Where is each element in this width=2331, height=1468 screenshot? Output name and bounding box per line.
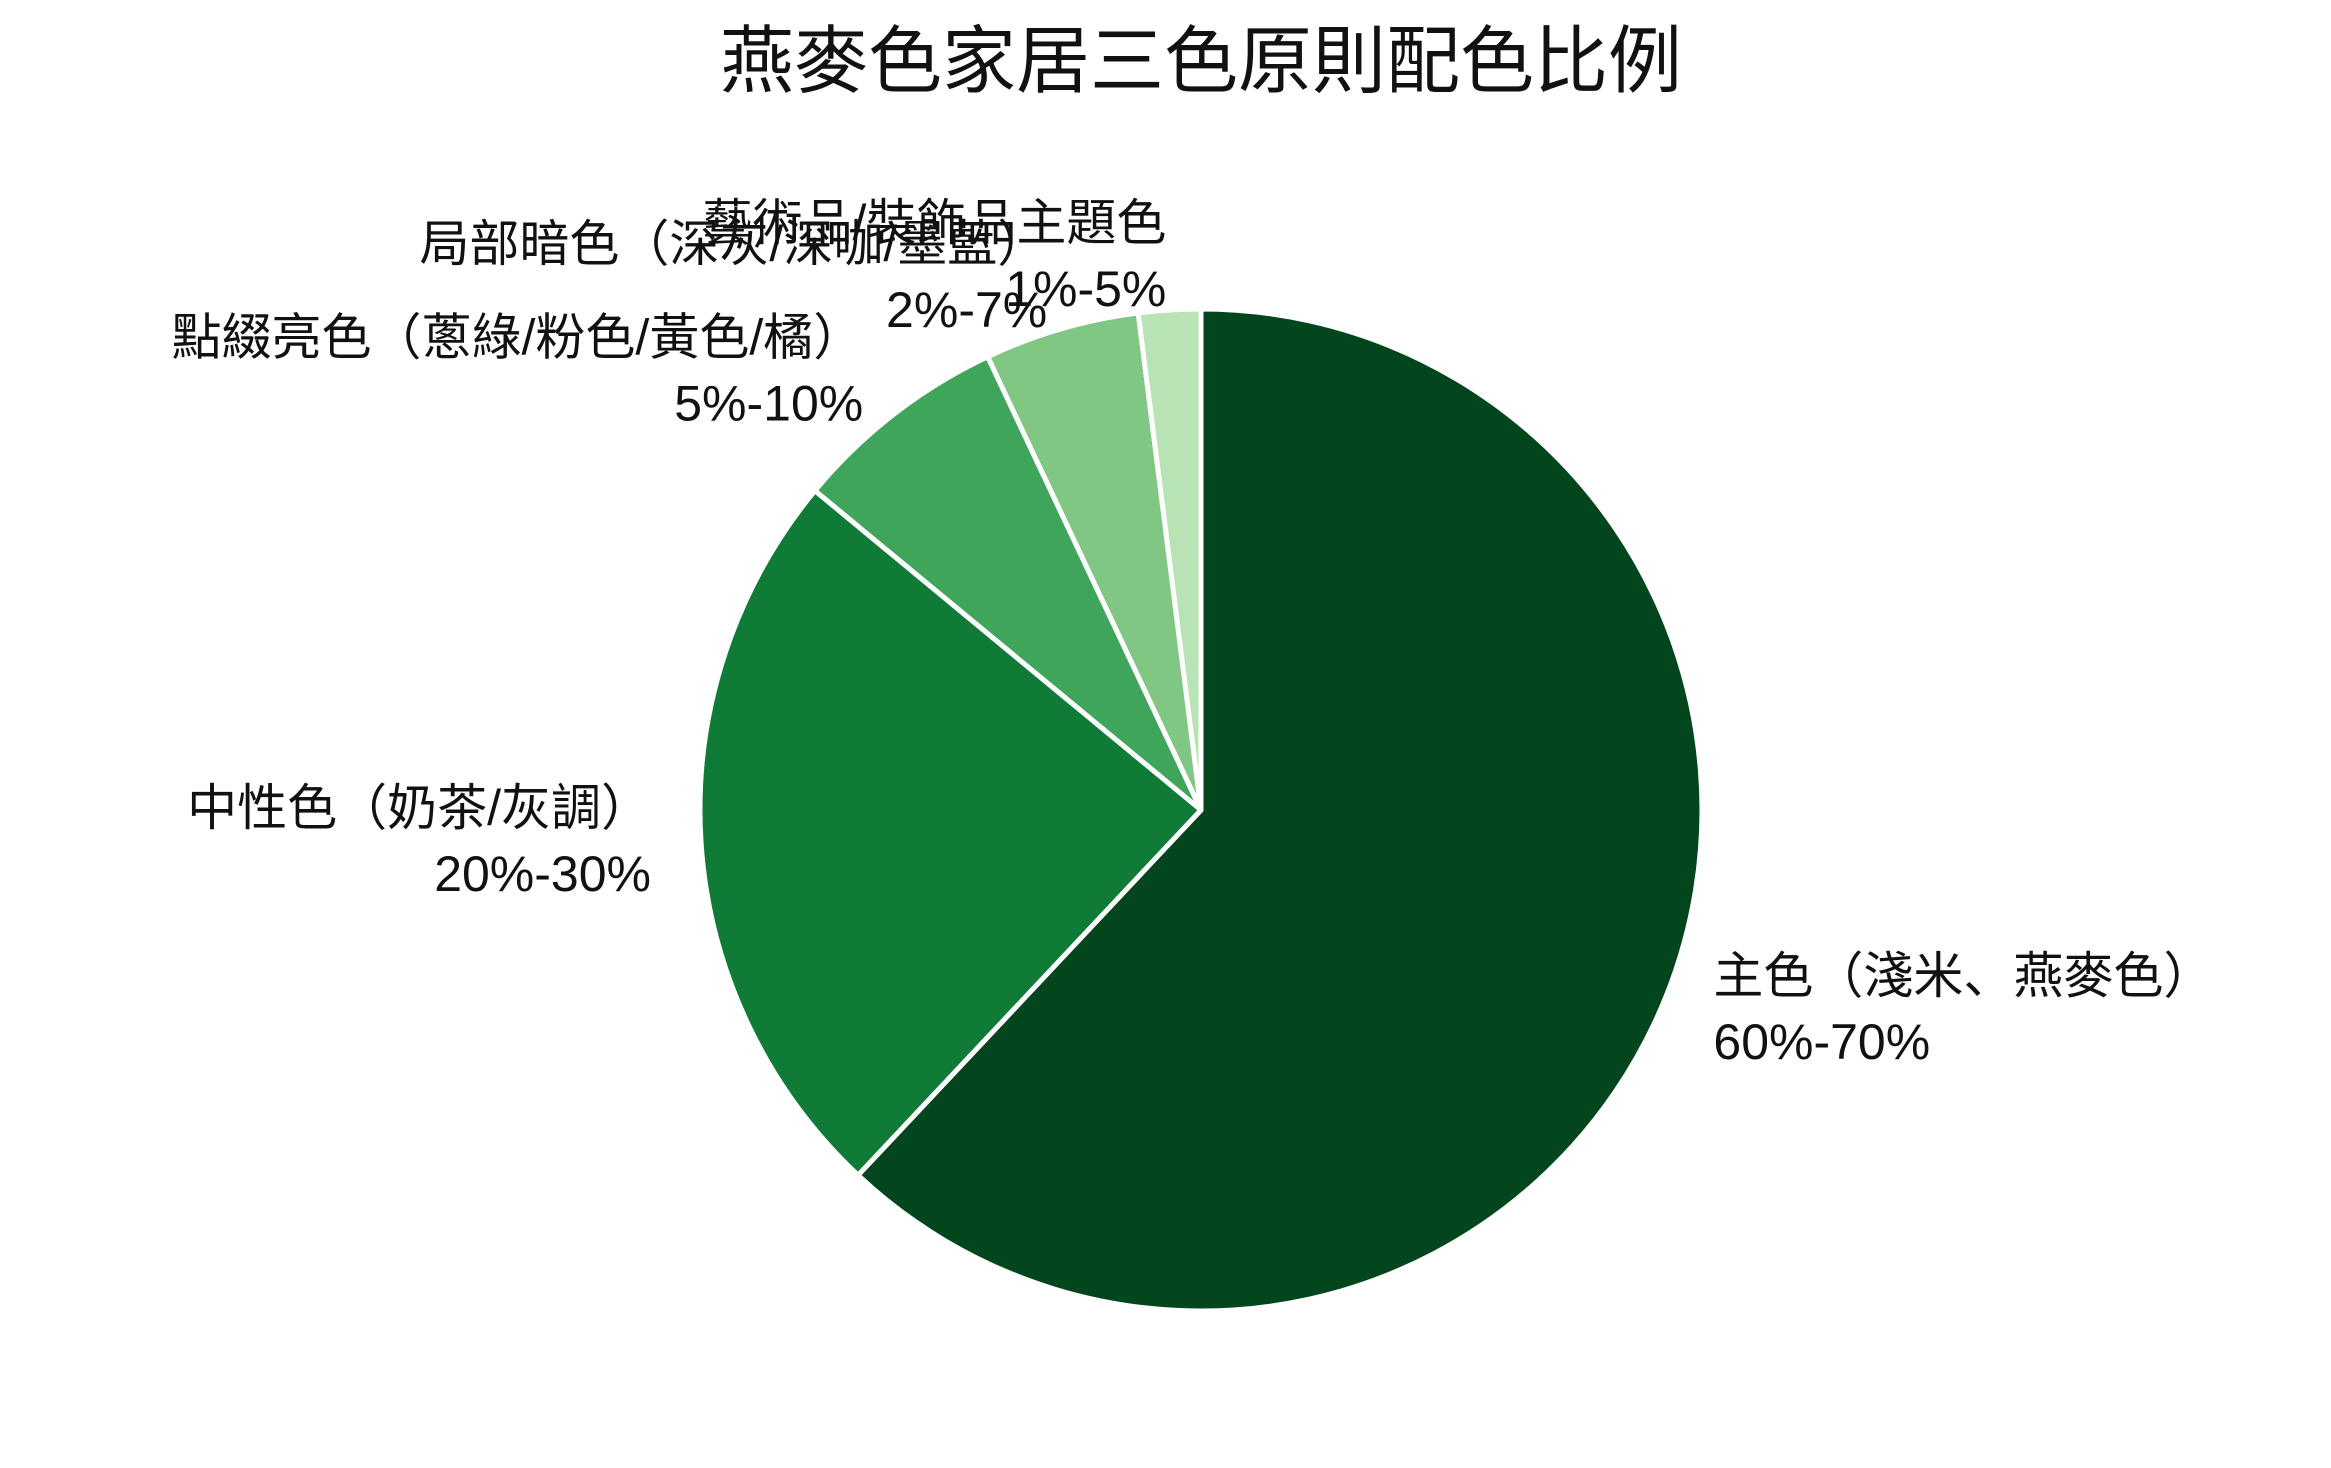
slice-label: 局部暗色（深灰/深咖/墨藍） <box>419 216 1047 272</box>
pie-slice <box>1135 306 1204 813</box>
slice-label: 主色（淺米、燕麥色） <box>1713 948 2213 1004</box>
chart-title: 燕麥色家居三色原則配色比例 <box>720 20 1682 103</box>
pie-slice <box>812 354 1204 813</box>
slice-label: 點綴亮色（蔥綠/粉色/黃色/橘） <box>172 310 864 366</box>
slice-range: 5%-10% <box>674 376 863 432</box>
pie-slice <box>985 310 1204 813</box>
slice-range: 60%-70% <box>1713 1014 1930 1070</box>
slice-range: 1%-5% <box>1005 261 1166 317</box>
pie-slice <box>855 306 1705 1314</box>
slice-range: 2%-7% <box>886 282 1047 338</box>
slice-range: 20%-30% <box>434 846 651 902</box>
slice-label: 藝術品/裝飾品主題色 <box>702 195 1166 251</box>
slice-label: 中性色（奶茶/灰調） <box>187 780 651 836</box>
pie-slice <box>697 488 1204 1178</box>
